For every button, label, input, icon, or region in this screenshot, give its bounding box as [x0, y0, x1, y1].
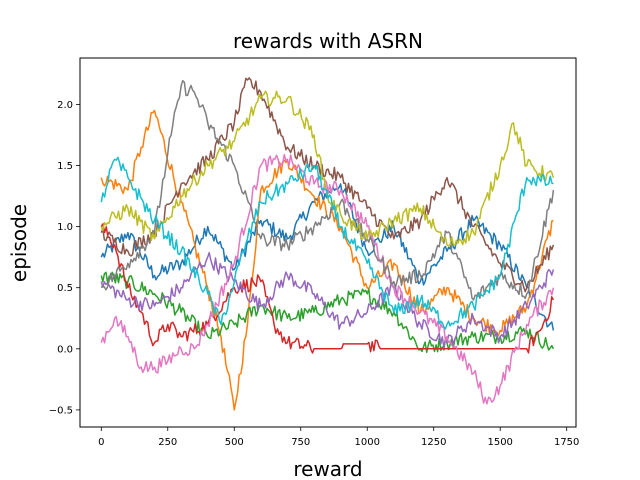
x-tick-label: 1500: [487, 437, 512, 448]
x-tick-label: 1000: [355, 437, 380, 448]
y-axis-label: episode: [7, 204, 31, 282]
y-tick-label: 0.0: [57, 344, 73, 355]
x-tick-label: 0: [98, 437, 104, 448]
series-line-4: [100, 223, 555, 354]
series-line-8: [100, 79, 555, 301]
y-tick-label: 1.0: [57, 222, 73, 233]
chart-title: rewards with ASRN: [233, 29, 423, 53]
series-line-3: [100, 271, 555, 354]
x-axis-label: reward: [293, 457, 362, 480]
series-line-6: [100, 77, 555, 293]
y-tick-label: −0.5: [49, 405, 73, 416]
y-axis-ticks: −0.5 0.0 0.5 1.0 1.5 2.0: [49, 100, 80, 416]
series-line-10: [100, 156, 554, 330]
y-tick-label: 2.0: [57, 100, 73, 111]
x-axis-ticks: 0 250 500 750 1000 1250 1500 1750: [98, 427, 579, 448]
x-tick-label: 250: [158, 437, 177, 448]
axes-frame: [79, 57, 577, 428]
y-tick-label: 1.5: [57, 161, 73, 172]
x-tick-label: 1750: [554, 437, 579, 448]
x-tick-label: 500: [225, 437, 244, 448]
x-tick-label: 750: [291, 437, 310, 448]
plot-area: [100, 77, 555, 411]
series-line-7: [100, 153, 555, 405]
y-tick-label: 0.5: [57, 283, 73, 294]
x-tick-label: 1250: [421, 437, 446, 448]
series-line-5: [100, 251, 555, 349]
